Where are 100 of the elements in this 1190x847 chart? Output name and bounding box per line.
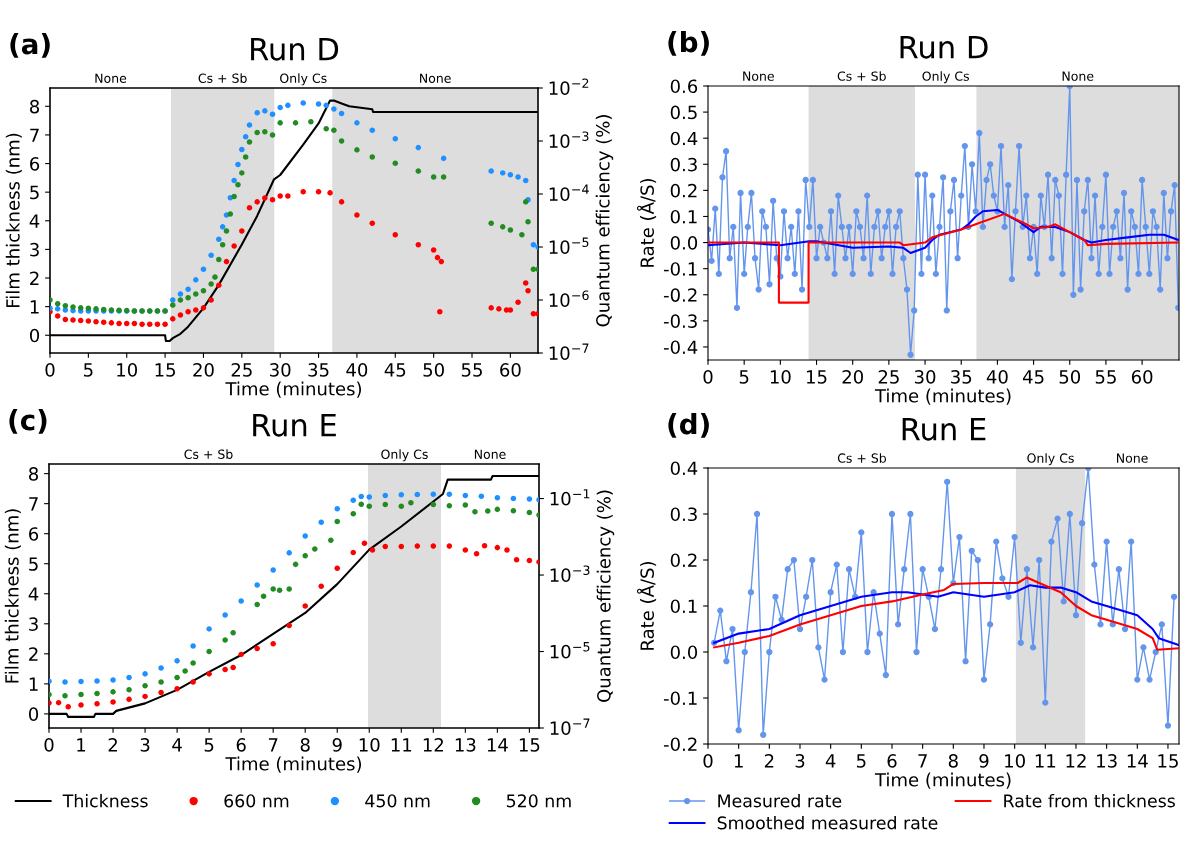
- x-tick-label: 15: [1158, 754, 1178, 768]
- y-tick-label: 8: [30, 99, 40, 114]
- band-label: None: [420, 73, 451, 83]
- x-tick-label: 2: [764, 754, 774, 768]
- y-tick-label: 5: [29, 557, 38, 571]
- y-tick-label: 0.1: [670, 599, 697, 614]
- y2-tick-label: 10$^{−5}$: [550, 642, 590, 659]
- x-tick-label: 5: [204, 738, 214, 752]
- y-tick-label: 0.4: [670, 461, 698, 476]
- y-tick-label: 5: [30, 185, 39, 200]
- y-tick-label: 3: [29, 617, 38, 631]
- x-tick-label: 20: [193, 363, 214, 377]
- y2-tick-label: 10$^{−4}$: [549, 184, 589, 201]
- x-tick-label: 12: [423, 738, 443, 752]
- y-tick-label: 7: [29, 497, 38, 511]
- x-tick-label: 10: [1005, 754, 1025, 768]
- y-axis-title: Film thickness (nm): [5, 133, 22, 308]
- x-tick-label: 0: [45, 363, 55, 377]
- x-tick-label: 8: [948, 754, 958, 768]
- x-tick-label: 15: [155, 363, 175, 377]
- y-tick-label: 1: [29, 677, 38, 691]
- x-tick-label: 13: [455, 738, 476, 752]
- y2-tick-label: 10$^{−2}$: [549, 78, 589, 95]
- y-tick-label: 0.2: [670, 553, 697, 568]
- x-tick-label: 5: [84, 363, 93, 377]
- x-tick-label: 6: [887, 754, 897, 768]
- y-tick-label: 0.1: [670, 209, 697, 224]
- y-tick-label: 0.3: [670, 507, 697, 522]
- band-label: Only Cs: [1027, 453, 1074, 466]
- x-tick-label: 40: [986, 370, 1008, 384]
- y2-tick-label: 10$^{−6}$: [549, 290, 589, 307]
- x-axis-title: Time (minutes): [874, 388, 1011, 405]
- x-tick-label: 14: [1127, 754, 1148, 768]
- x-tick-label: 3: [795, 754, 805, 768]
- legend-label: 520 nm: [506, 794, 571, 808]
- band-label: None: [1062, 71, 1094, 81]
- x-tick-label: 60: [1131, 370, 1153, 384]
- y-tick-label: 1: [30, 300, 39, 314]
- y-tick-label: 2: [29, 647, 38, 661]
- x-tick-label: 7: [918, 754, 927, 768]
- x-tick-label: 6: [236, 738, 246, 752]
- x-tick-label: 40: [346, 363, 368, 377]
- x-tick-label: 8: [300, 738, 310, 752]
- y-tick-label: -0.1: [663, 262, 697, 276]
- y-tick-label: 7: [30, 128, 39, 142]
- y2-tick-label: 10$^{−3}$: [550, 565, 590, 582]
- y2-tick-label: 10$^{−7}$: [550, 718, 590, 735]
- y-tick-label: 0.3: [670, 157, 697, 172]
- y-tick-label: 6: [30, 157, 40, 171]
- x-tick-label: 10: [770, 370, 791, 384]
- x-tick-label: 11: [1035, 754, 1056, 768]
- legend-label: Measured rate: [718, 793, 842, 808]
- x-tick-label: 5: [739, 370, 749, 384]
- x-tick-label: 50: [423, 363, 444, 377]
- text: None: [1117, 453, 1148, 463]
- x-tick-label: 4: [825, 754, 836, 768]
- text: (b): [668, 31, 709, 56]
- legend-label: 660 nm: [224, 794, 289, 808]
- x-tick-label: 20: [842, 370, 863, 384]
- legend-label: 450 nm: [365, 794, 430, 808]
- x-tick-label: 10: [359, 738, 380, 752]
- x-tick-label: 45: [1022, 370, 1044, 384]
- band-label: Cs + Sb: [837, 71, 886, 81]
- y2-axis-title: Quantum efficiency (%): [595, 115, 614, 327]
- x-tick-label: 60: [500, 363, 521, 377]
- y-tick-label: -0.2: [663, 288, 697, 302]
- text: Only Cs: [280, 73, 327, 86]
- y-tick-label: 0.2: [670, 183, 697, 198]
- x-tick-label: 4: [172, 738, 182, 752]
- text: (a): [10, 33, 50, 58]
- y-tick-label: 4: [28, 587, 39, 601]
- x-tick-label: 25: [231, 363, 252, 377]
- y-axis-title: Rate (Å/S): [636, 561, 657, 650]
- y-tick-label: 4: [29, 214, 40, 228]
- y-tick-label: 0.5: [670, 105, 697, 120]
- y-tick-label: -0.2: [663, 737, 697, 752]
- y-tick-label: 0: [28, 707, 39, 721]
- y2-axis-title: Quantum efficiency (%): [596, 490, 615, 702]
- x-tick-label: 0: [44, 738, 54, 752]
- text: None: [743, 71, 774, 81]
- text: Cs + Sb: [837, 453, 887, 463]
- y-tick-label: 0: [29, 328, 40, 343]
- band-label: Cs + Sb: [198, 73, 247, 83]
- y-tick-label: 6: [29, 527, 39, 541]
- y2-tick-label: 10$^{−5}$: [549, 237, 589, 254]
- y2-tick-label: 10$^{−7}$: [549, 343, 589, 360]
- x-tick-label: 55: [461, 363, 482, 377]
- band-label: Only Cs: [381, 449, 428, 462]
- x-tick-label: 50: [1059, 370, 1081, 384]
- x-tick-label: 1: [734, 754, 743, 768]
- legend-label: Rate from thickness: [1004, 793, 1175, 808]
- y-tick-label: 0.0: [670, 645, 698, 660]
- y-tick-label: -0.3: [663, 314, 697, 328]
- x-tick-label: 14: [487, 738, 508, 752]
- x-tick-label: 0: [703, 754, 713, 768]
- x-tick-label: 1: [77, 738, 86, 752]
- x-tick-label: 15: [807, 370, 827, 384]
- x-tick-label: 9: [979, 754, 989, 768]
- x-axis-title: Time (minutes): [225, 756, 361, 773]
- text: Only Cs: [922, 71, 969, 84]
